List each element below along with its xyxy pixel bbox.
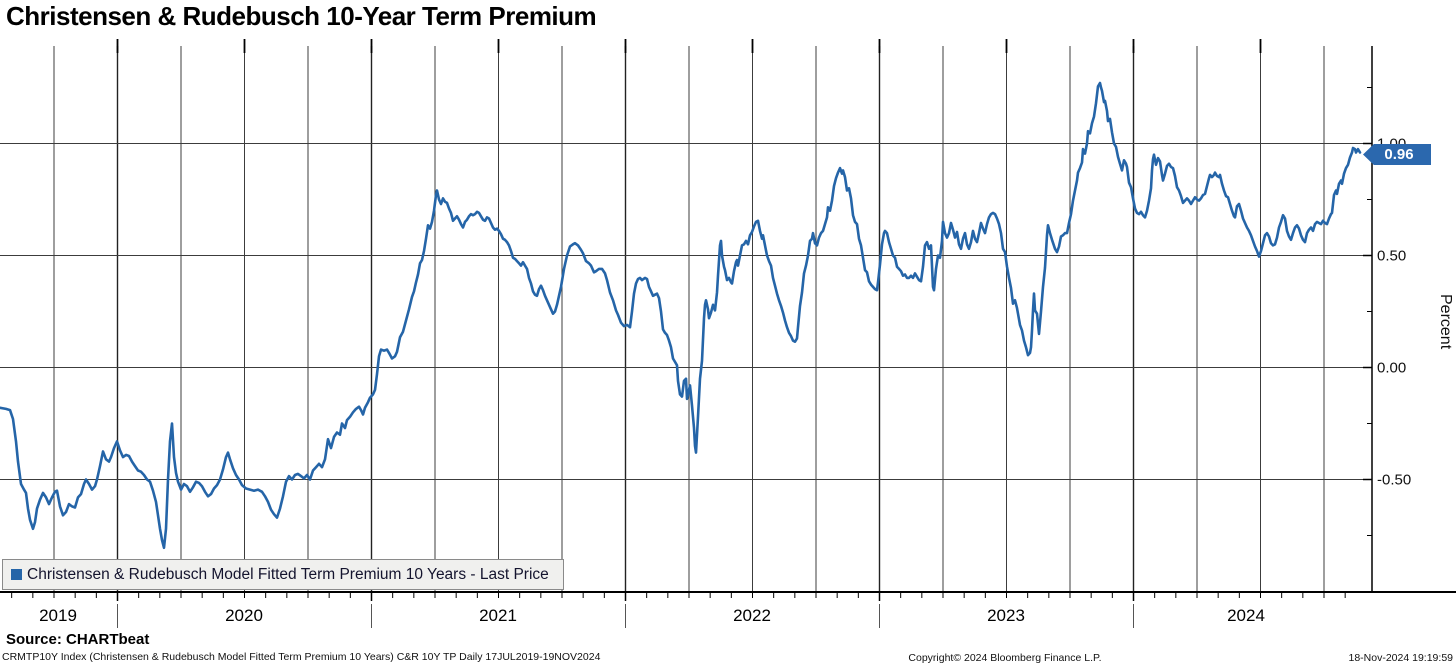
y-axis-title: Percent: [1437, 294, 1454, 350]
x-axis-year-label: 2019: [39, 606, 77, 625]
chart-title: Christensen & Rudebusch 10-Year Term Pre…: [6, 1, 597, 31]
copyright-text: Copyright© 2024 Bloomberg Finance L.P.: [908, 652, 1102, 664]
x-axis-year-label: 2023: [987, 606, 1025, 625]
x-axis-year-label: 2021: [479, 606, 517, 625]
timestamp-text: 18-Nov-2024 19:19:59: [1348, 652, 1454, 664]
y-axis-tick-label: 0.50: [1377, 247, 1407, 264]
last-price-badge: 0.96: [1363, 144, 1431, 165]
legend-item[interactable]: Christensen & Rudebusch Model Fitted Ter…: [2, 559, 564, 590]
x-axis-year-label: 2020: [225, 606, 263, 625]
source-text: Source: CHARTbeat: [6, 631, 150, 648]
legend-label: Christensen & Rudebusch Model Fitted Ter…: [27, 565, 549, 583]
legend-swatch-icon: [11, 569, 22, 580]
x-axis-year-label: 2024: [1227, 606, 1265, 625]
x-axis-year-label: 2022: [733, 606, 771, 625]
y-axis-tick-label: -0.50: [1377, 471, 1412, 488]
ticker-description: CRMTP10Y Index (Christensen & Rudebusch …: [2, 651, 601, 663]
term-premium-series-line: [0, 81, 1362, 550]
y-axis-tick-label: 0.00: [1377, 359, 1407, 376]
